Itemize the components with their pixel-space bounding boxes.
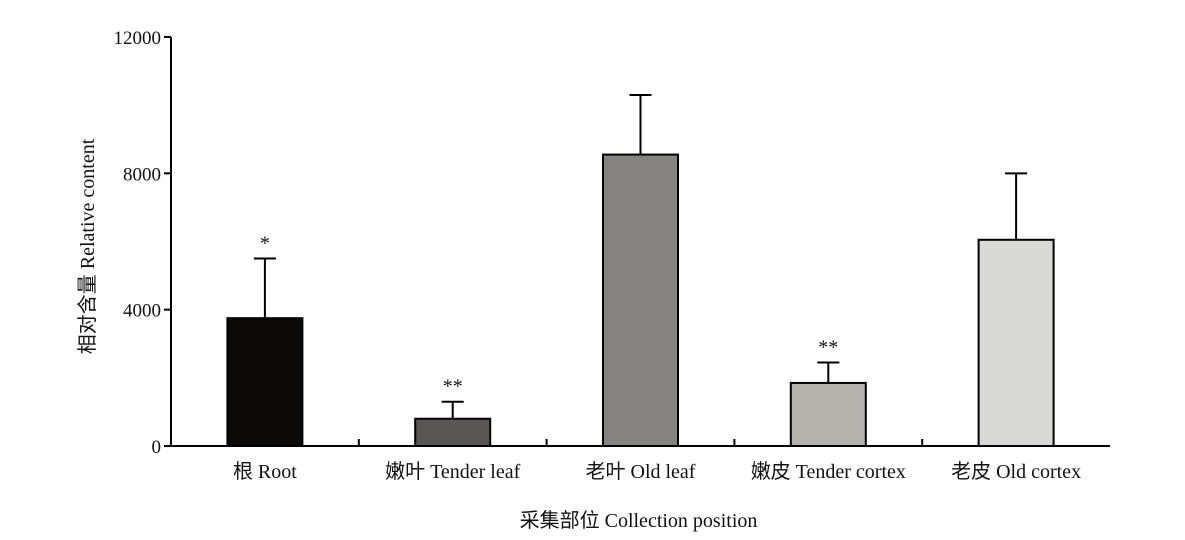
bar <box>226 317 304 447</box>
y-axis-title: 相对含量 Relative content <box>76 138 99 354</box>
y-ticks: 0 4000 8000 12000 <box>114 28 171 458</box>
bar <box>789 381 867 447</box>
y-tick-label: 0 <box>152 437 162 458</box>
significance-label: ** <box>818 336 838 358</box>
significance-label: * <box>260 233 270 255</box>
y-tick-label: 8000 <box>123 164 161 185</box>
x-tick-label: 根 Root <box>233 460 297 483</box>
x-tick-label: 老叶 Old leaf <box>586 460 696 483</box>
bar <box>977 238 1055 447</box>
x-ticks <box>357 439 924 446</box>
y-tick-label: 4000 <box>123 301 161 322</box>
significance-label: ** <box>443 376 463 398</box>
x-tick-label: 老皮 Old cortex <box>951 460 1081 483</box>
bar <box>414 417 492 448</box>
bar <box>602 153 679 447</box>
bars: * 根 Root ** 嫩叶 Tender leaf 老叶 Old leaf ** 嫩皮 T… <box>226 93 1081 483</box>
x-axis-title: 采集部位 Collection position <box>520 509 758 532</box>
y-tick-label: 12000 <box>114 28 162 49</box>
x-tick-label: 嫩皮 Tender cortex <box>751 460 906 483</box>
x-tick-label: 嫩叶 Tender leaf <box>385 460 521 483</box>
